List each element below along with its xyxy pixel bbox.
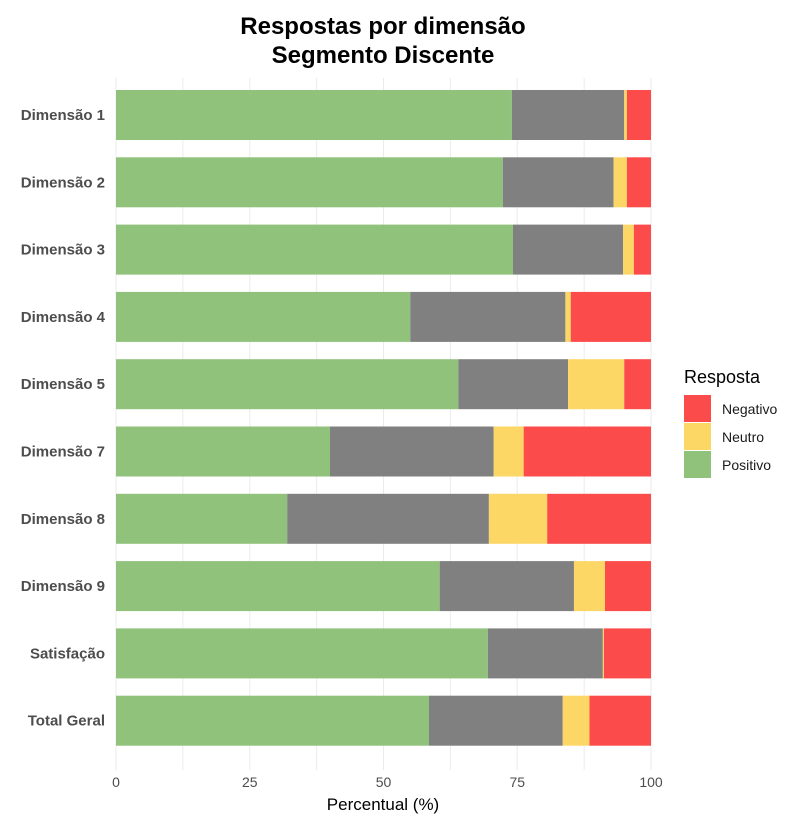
legend-items: Negativo Neutro Positivo [684,395,777,478]
y-axis-tick-labels: Dimensão 1 Dimensão 2 Dimensão 3 Dimensão 4… [21,107,106,730]
x-tick-label: 100 [639,774,663,790]
bar-segment [570,291,651,342]
y-tick-label: Dimensão 7 [21,444,105,461]
y-tick-label: Total Geral [28,713,105,730]
bar-segment [624,359,651,410]
y-tick-label: Dimensão 8 [21,511,105,528]
x-tick-label: 0 [112,774,120,790]
legend-label: Neutro [722,429,764,445]
bar-segment [116,359,459,410]
legend-label: Positivo [722,457,771,473]
x-tick-label: 75 [509,774,525,790]
legend: Resposta Negativo Neutro Positivo [684,367,777,478]
bar-segment [613,157,627,208]
y-tick-label: Dimensão 1 [21,107,105,124]
bar-segment [623,224,634,275]
bar-segment [116,224,513,275]
bar-segment [565,291,571,342]
bars [116,90,651,746]
y-tick-label: Dimensão 9 [21,578,105,595]
x-tick-label: 50 [376,774,392,790]
y-tick-label: Dimensão 2 [21,174,105,191]
x-axis-tick-labels: 0 25 50 75 100 [112,774,663,790]
bar-segment [523,426,651,477]
y-tick-label: Satisfação [30,645,105,662]
bar-segment [512,224,624,275]
bar-segment [116,157,503,208]
bar-segment [547,493,651,544]
bar-segment [410,291,566,342]
legend-swatch [684,395,711,422]
y-tick-label: Dimensão 5 [21,376,105,393]
bar-segment [116,695,429,746]
bar-segment [116,291,411,342]
bar-segment [116,90,512,140]
bar-segment [116,426,330,477]
bar-segment [330,426,494,477]
bar-segment [626,90,651,140]
bar-segment [568,359,625,410]
bar-segment [116,493,288,544]
legend-title: Resposta [684,367,761,387]
legend-swatch [684,451,711,478]
bar-segment [428,695,563,746]
bar-segment [603,628,651,679]
bar-segment [604,561,651,612]
bar-segment [511,90,625,140]
bar-segment [626,157,651,208]
chart-title-line-2: Segmento Discente [272,42,495,69]
y-tick-label: Dimensão 3 [21,242,105,259]
x-axis-label: Percentual (%) [327,795,439,814]
bar-segment [633,224,651,275]
legend-label: Negativo [722,401,777,417]
bar-segment [287,493,489,544]
legend-swatch [684,423,711,450]
bar-segment [487,628,603,679]
bar-segment [493,426,524,477]
bar-segment [624,90,627,140]
bar-segment [602,628,604,679]
bar-segment [562,695,590,746]
bar-segment [573,561,605,612]
bar-segment [502,157,614,208]
bar-segment [458,359,569,410]
y-tick-label: Dimensão 4 [21,309,106,326]
bar-segment [488,493,548,544]
bar-segment [116,628,488,679]
x-tick-label: 25 [242,774,258,790]
bar-segment [439,561,574,612]
bar-segment [589,695,651,746]
bar-segment [116,561,440,612]
chart-title-line-1: Respostas por dimensão [240,13,525,40]
